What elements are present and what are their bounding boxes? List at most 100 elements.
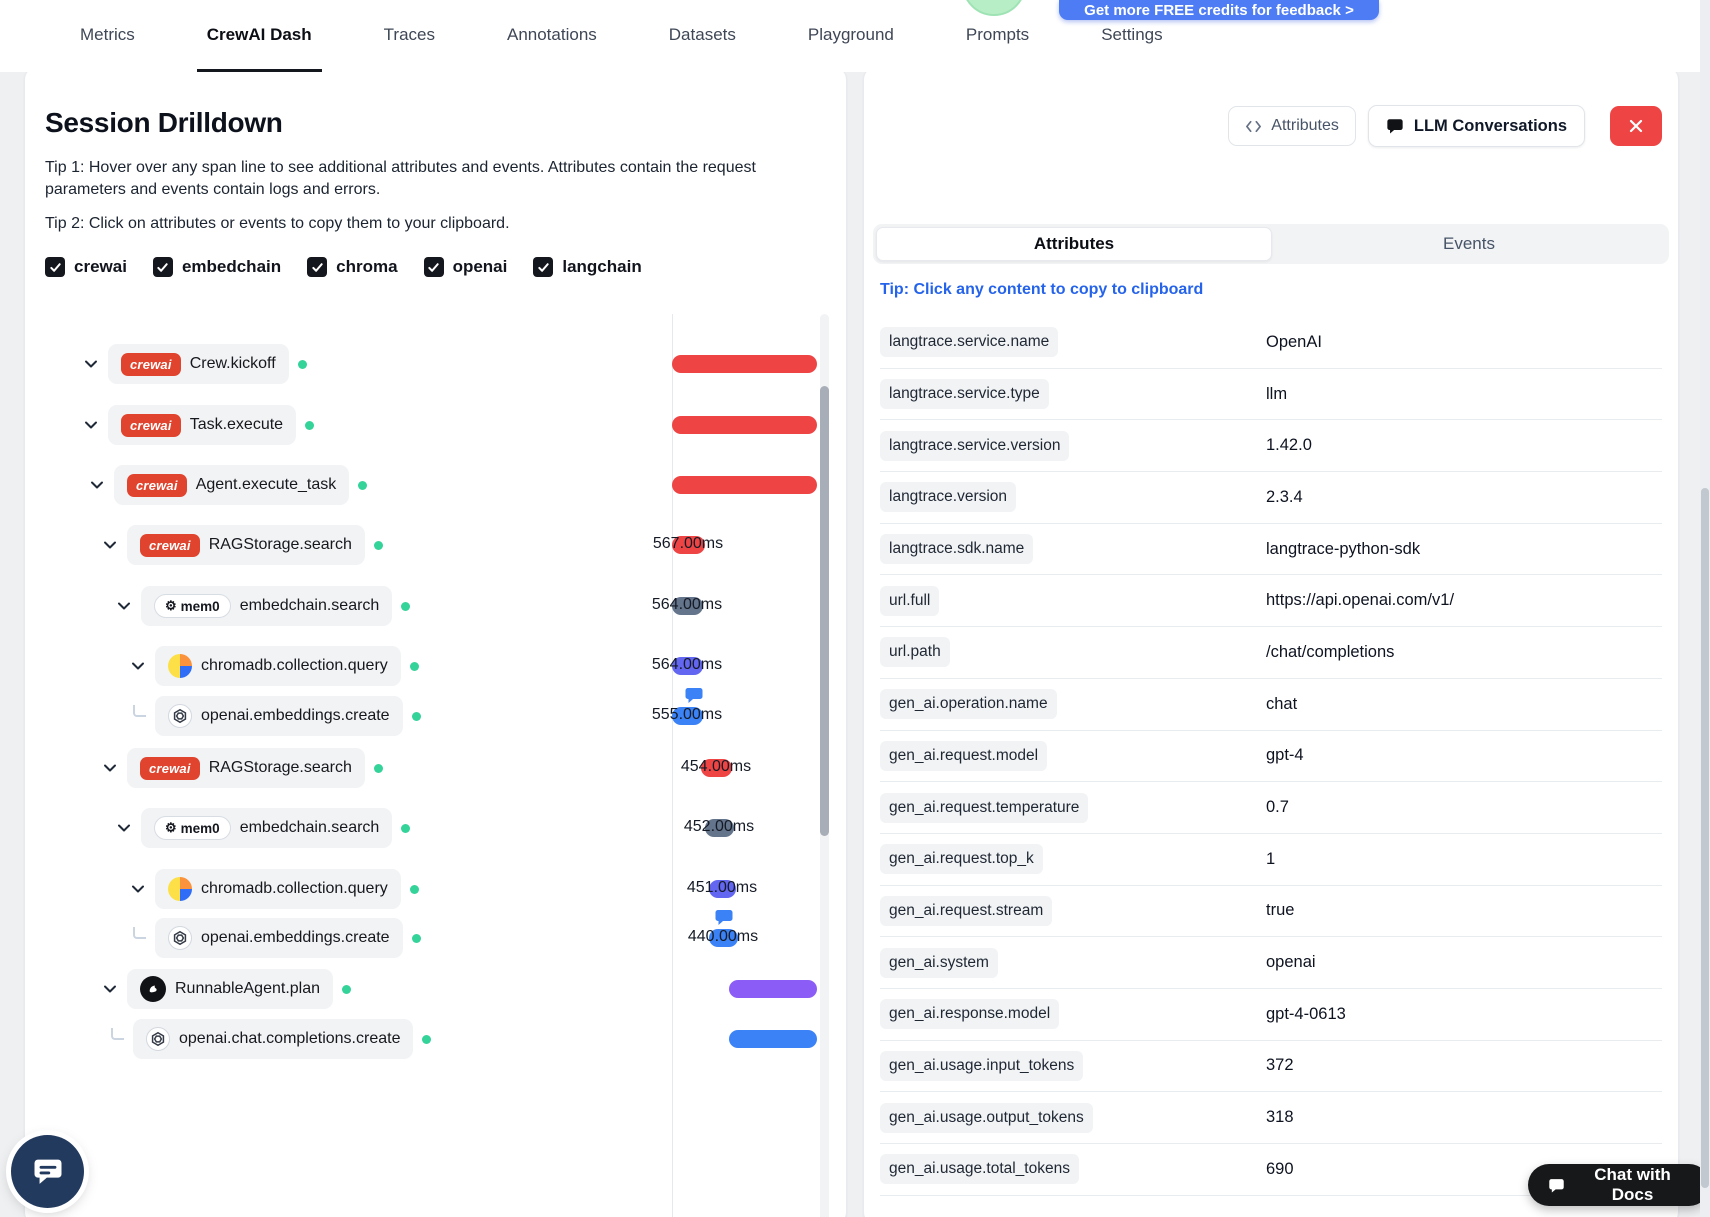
span-pill[interactable]: ⚙ mem0 embedchain.search <box>141 586 393 626</box>
chat-with-docs-button[interactable]: Chat with Docs <box>1528 1164 1710 1206</box>
tab-prompts[interactable]: Prompts <box>965 24 1030 44</box>
attribute-key[interactable]: gen_ai.usage.input_tokens <box>880 1050 1084 1081</box>
chevron-down-icon[interactable] <box>130 658 146 674</box>
chevron-down-icon[interactable] <box>116 820 132 836</box>
attribute-key[interactable]: gen_ai.request.model <box>880 740 1048 771</box>
span-pill[interactable]: crewai Crew.kickoff <box>108 344 289 384</box>
filter-openai[interactable]: openai <box>423 257 507 277</box>
credits-button[interactable]: Get more FREE credits for feedback > <box>1059 0 1379 20</box>
span-pill[interactable]: openai.embeddings.create <box>155 696 403 736</box>
span-duration-bar[interactable] <box>672 416 817 434</box>
chevron-down-icon[interactable] <box>83 417 99 433</box>
tree-scrollbar[interactable] <box>820 314 829 1217</box>
attribute-row[interactable]: gen_ai.request.temperature 0.7 <box>880 782 1662 834</box>
page-scrollbar[interactable] <box>1700 0 1710 1217</box>
tab-events[interactable]: Events <box>1443 234 1495 253</box>
chevron-down-icon[interactable] <box>116 598 132 614</box>
attribute-key[interactable]: url.full <box>880 585 940 616</box>
span-row-openai-chat-completions[interactable]: openai.chat.completions.create <box>25 1019 816 1059</box>
span-pill[interactable]: RunnableAgent.plan <box>127 969 334 1009</box>
attribute-key[interactable]: langtrace.service.version <box>880 430 1070 461</box>
chevron-down-icon[interactable] <box>130 881 146 897</box>
attribute-value[interactable]: 1.42.0 <box>1266 436 1312 455</box>
filter-langchain[interactable]: langchain <box>533 257 642 277</box>
attribute-key[interactable]: gen_ai.usage.total_tokens <box>880 1154 1079 1185</box>
span-duration-bar[interactable] <box>672 657 703 675</box>
attribute-key[interactable]: gen_ai.request.stream <box>880 895 1053 926</box>
span-pill[interactable]: crewai Task.execute <box>108 405 297 445</box>
span-pill[interactable]: crewai Agent.execute_task <box>114 465 350 505</box>
attribute-key[interactable]: gen_ai.operation.name <box>880 689 1057 720</box>
attribute-row[interactable]: langtrace.service.type llm <box>880 369 1662 421</box>
attribute-row[interactable]: langtrace.service.version 1.42.0 <box>880 420 1662 473</box>
attribute-value[interactable]: 2.3.4 <box>1266 487 1303 506</box>
attribute-key[interactable]: langtrace.version <box>880 482 1017 513</box>
chevron-down-icon[interactable] <box>102 760 118 776</box>
span-duration-bar[interactable] <box>672 536 705 554</box>
attribute-key[interactable]: gen_ai.usage.output_tokens <box>880 1102 1093 1133</box>
attribute-value[interactable]: https://api.openai.com/v1/ <box>1266 591 1455 610</box>
attribute-row[interactable]: gen_ai.request.stream true <box>880 886 1662 938</box>
attribute-value[interactable]: 0.7 <box>1266 798 1289 817</box>
span-row-task-execute[interactable]: crewai Task.execute <box>25 405 816 445</box>
span-duration-bar[interactable] <box>709 880 736 898</box>
close-button[interactable] <box>1610 106 1662 146</box>
attribute-row[interactable]: langtrace.sdk.name langtrace-python-sdk <box>880 524 1662 576</box>
tab-metrics[interactable]: Metrics <box>80 24 135 44</box>
tab-traces[interactable]: Traces <box>383 24 435 44</box>
attribute-row[interactable]: url.path/chat/completions <box>880 627 1662 679</box>
attribute-row[interactable]: gen_ai.request.top_k 1 <box>880 834 1662 886</box>
attribute-key[interactable]: gen_ai.system <box>880 947 998 978</box>
attribute-row[interactable]: langtrace.service.name OpenAI <box>880 317 1662 369</box>
span-row-openai-embeddings[interactable]: openai.embeddings.create <box>25 696 816 736</box>
checkbox-checked-icon[interactable] <box>533 257 554 277</box>
checkbox-checked-icon[interactable] <box>152 257 173 277</box>
span-row-embedchain-search[interactable]: ⚙ mem0 embedchain.search <box>25 586 816 626</box>
span-pill[interactable]: chromadb.collection.query <box>155 869 401 909</box>
attribute-row[interactable]: gen_ai.response.model gpt-4-0613 <box>880 989 1662 1041</box>
attribute-row[interactable]: url.full https://api.openai.com/v1/ <box>880 575 1662 628</box>
tab-datasets[interactable]: Datasets <box>668 24 736 44</box>
attribute-row[interactable]: gen_ai.system openai <box>880 937 1662 989</box>
span-pill[interactable]: crewai RAGStorage.search <box>127 748 365 788</box>
attribute-value[interactable]: chat <box>1266 694 1298 713</box>
span-duration-bar[interactable] <box>672 355 817 373</box>
attribute-key[interactable]: gen_ai.request.top_k <box>880 844 1043 875</box>
attribute-key[interactable]: langtrace.service.name <box>880 327 1059 358</box>
tree-scrollbar-thumb[interactable] <box>820 386 829 836</box>
attribute-key[interactable]: langtrace.sdk.name <box>880 534 1034 565</box>
span-duration-bar[interactable] <box>672 597 703 615</box>
chevron-down-icon[interactable] <box>89 477 105 493</box>
llm-call-bubble-icon[interactable] <box>714 907 734 932</box>
tab-annotations[interactable]: Annotations <box>506 24 597 44</box>
attribute-value[interactable]: true <box>1266 901 1295 920</box>
span-row-crew-kickoff[interactable]: crewai Crew.kickoff <box>25 344 816 384</box>
attribute-value[interactable]: 1 <box>1266 849 1276 868</box>
chat-launcher-button[interactable] <box>11 1135 84 1208</box>
span-pill[interactable]: chromadb.collection.query <box>155 646 401 686</box>
span-row-chromadb-query-2[interactable]: chromadb.collection.query <box>25 869 816 909</box>
tab-playground[interactable]: Playground <box>807 24 894 44</box>
span-duration-bar[interactable] <box>672 476 817 494</box>
span-duration-bar[interactable] <box>729 1030 817 1048</box>
span-duration-bar[interactable] <box>701 759 732 777</box>
chevron-down-icon[interactable] <box>102 981 118 997</box>
attribute-value[interactable]: openai <box>1266 953 1316 972</box>
span-duration-bar[interactable] <box>729 980 817 998</box>
attribute-value[interactable]: OpenAI <box>1266 332 1322 351</box>
span-duration-bar[interactable] <box>705 819 734 837</box>
span-row-openai-embeddings-2[interactable]: openai.embeddings.create <box>25 918 816 958</box>
attribute-key[interactable]: url.path <box>880 637 950 668</box>
tab-settings[interactable]: Settings <box>1101 24 1163 44</box>
attributes-button[interactable]: Attributes <box>1228 106 1356 146</box>
span-pill[interactable]: crewai RAGStorage.search <box>127 525 365 565</box>
attribute-row[interactable]: gen_ai.request.model gpt-4 <box>880 731 1662 783</box>
span-pill[interactable]: openai.embeddings.create <box>155 918 403 958</box>
attribute-row[interactable]: gen_ai.operation.name chat <box>880 679 1662 731</box>
copy-tip-link[interactable]: Tip: Click any content to copy to clipbo… <box>880 281 1204 298</box>
llm-call-bubble-icon[interactable] <box>684 685 704 710</box>
attribute-value[interactable]: 690 <box>1266 1159 1294 1178</box>
attribute-value[interactable]: gpt-4-0613 <box>1266 1004 1346 1023</box>
span-row-ragstorage-search-2[interactable]: crewai RAGStorage.search <box>25 748 816 788</box>
attribute-key[interactable]: gen_ai.response.model <box>880 999 1060 1030</box>
